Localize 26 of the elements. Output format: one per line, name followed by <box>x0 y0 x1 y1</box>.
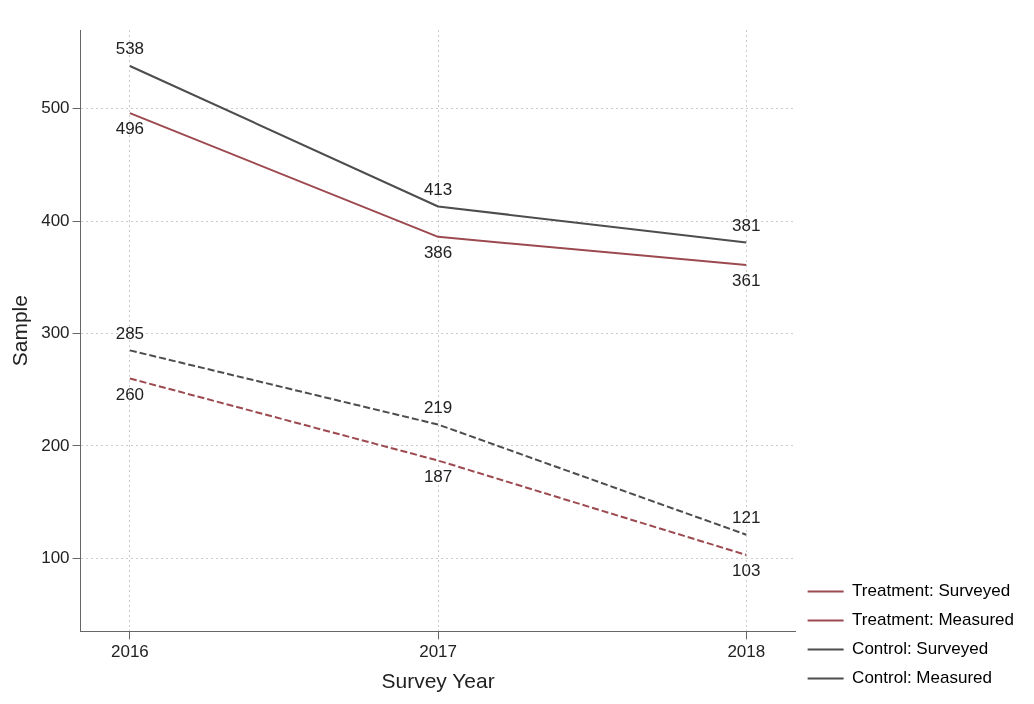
legend-label: Treatment: Measured <box>852 610 1015 630</box>
y-tick-label: 500 <box>41 98 70 118</box>
data-label: 219 <box>423 397 453 417</box>
x-tick-label: 2018 <box>727 642 766 662</box>
data-label: 361 <box>732 271 761 291</box>
data-label: 381 <box>732 215 761 235</box>
data-label: 538 <box>115 39 145 59</box>
y-tick-label: 100 <box>41 548 70 568</box>
data-label: 260 <box>115 384 145 404</box>
data-label: 121 <box>732 507 761 527</box>
data-label: 103 <box>732 561 761 581</box>
x-tick-label: 2017 <box>419 642 458 662</box>
data-label: 496 <box>115 119 145 139</box>
data-label: 413 <box>423 179 453 199</box>
legend-label: Control: Measured <box>852 668 992 688</box>
legend-label: Treatment: Surveyed <box>852 581 1011 601</box>
y-tick-label: 200 <box>41 435 70 455</box>
y-axis-title: Sample <box>8 295 32 367</box>
data-label: 386 <box>423 243 453 263</box>
x-axis-title: Survey Year <box>381 669 495 693</box>
y-tick-label: 400 <box>41 210 70 230</box>
data-label: 285 <box>115 323 145 343</box>
legend-label: Control: Surveyed <box>852 639 989 659</box>
data-label: 187 <box>423 466 453 486</box>
y-tick-label: 300 <box>41 323 70 343</box>
x-tick-label: 2016 <box>110 642 149 662</box>
